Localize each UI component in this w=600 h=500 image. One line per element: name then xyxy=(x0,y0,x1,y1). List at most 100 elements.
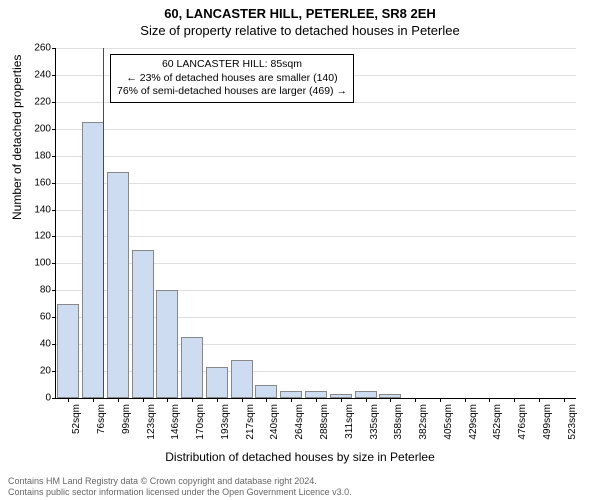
ytick-mark xyxy=(52,263,56,264)
title-address: 60, LANCASTER HILL, PETERLEE, SR8 2EH xyxy=(0,0,600,21)
xtick-label: 264sqm xyxy=(294,404,305,440)
xtick-label: 217sqm xyxy=(245,404,256,440)
ytick-mark xyxy=(52,210,56,211)
xtick-label: 123sqm xyxy=(146,404,157,440)
ytick-label: 160 xyxy=(21,177,51,188)
ytick-mark xyxy=(52,236,56,237)
histogram-bar xyxy=(231,360,253,398)
reference-line xyxy=(103,48,104,398)
ytick-label: 40 xyxy=(21,339,51,350)
xtick-label: 382sqm xyxy=(418,404,429,440)
ytick-label: 100 xyxy=(21,258,51,269)
ytick-label: 0 xyxy=(21,393,51,404)
ytick-label: 260 xyxy=(21,43,51,54)
xtick-mark xyxy=(192,398,193,402)
histogram-bar xyxy=(156,290,178,398)
xtick-label: 240sqm xyxy=(269,404,280,440)
annotation-line1: 60 LANCASTER HILL: 85sqm xyxy=(117,58,347,72)
xtick-mark xyxy=(514,398,515,402)
histogram-bar xyxy=(305,391,327,398)
annotation-box: 60 LANCASTER HILL: 85sqm ← 23% of detach… xyxy=(110,54,354,103)
ytick-mark xyxy=(52,183,56,184)
xtick-mark xyxy=(242,398,243,402)
ytick-mark xyxy=(52,48,56,49)
histogram-bar xyxy=(181,337,203,398)
gridline xyxy=(56,129,576,130)
x-axis-label: Distribution of detached houses by size … xyxy=(0,450,600,464)
ytick-label: 120 xyxy=(21,231,51,242)
xtick-label: 193sqm xyxy=(220,404,231,440)
histogram-bar xyxy=(57,304,79,398)
ytick-label: 60 xyxy=(21,312,51,323)
histogram-bar xyxy=(107,172,129,398)
footer: Contains HM Land Registry data © Crown c… xyxy=(8,476,352,498)
ytick-mark xyxy=(52,344,56,345)
ytick-mark xyxy=(52,102,56,103)
xtick-mark xyxy=(167,398,168,402)
xtick-mark xyxy=(415,398,416,402)
ytick-label: 240 xyxy=(21,69,51,80)
xtick-label: 146sqm xyxy=(170,404,181,440)
gridline xyxy=(56,48,576,49)
gridline xyxy=(56,236,576,237)
ytick-mark xyxy=(52,290,56,291)
histogram-bar xyxy=(132,250,154,398)
xtick-mark xyxy=(143,398,144,402)
xtick-label: 76sqm xyxy=(96,404,107,434)
xtick-label: 358sqm xyxy=(393,404,404,440)
xtick-label: 288sqm xyxy=(319,404,330,440)
ytick-mark xyxy=(52,129,56,130)
xtick-mark xyxy=(266,398,267,402)
footer-line1: Contains HM Land Registry data © Crown c… xyxy=(8,476,352,487)
histogram-bar xyxy=(355,391,377,398)
annotation-line2: ← 23% of detached houses are smaller (14… xyxy=(117,72,347,86)
xtick-mark xyxy=(564,398,565,402)
xtick-label: 429sqm xyxy=(468,404,479,440)
gridline xyxy=(56,183,576,184)
xtick-mark xyxy=(465,398,466,402)
xtick-mark xyxy=(291,398,292,402)
ytick-label: 200 xyxy=(21,123,51,134)
ytick-mark xyxy=(52,371,56,372)
xtick-label: 523sqm xyxy=(567,404,578,440)
gridline xyxy=(56,156,576,157)
xtick-mark xyxy=(341,398,342,402)
ytick-label: 220 xyxy=(21,96,51,107)
xtick-label: 99sqm xyxy=(121,404,132,434)
xtick-label: 52sqm xyxy=(71,404,82,434)
xtick-label: 335sqm xyxy=(369,404,380,440)
chart-area: 60 LANCASTER HILL: 85sqm ← 23% of detach… xyxy=(55,48,575,398)
xtick-label: 452sqm xyxy=(492,404,503,440)
ytick-mark xyxy=(52,317,56,318)
histogram-bar xyxy=(206,367,228,398)
xtick-label: 499sqm xyxy=(542,404,553,440)
ytick-label: 80 xyxy=(21,285,51,296)
xtick-label: 311sqm xyxy=(344,404,355,439)
xtick-mark xyxy=(489,398,490,402)
histogram-bar xyxy=(280,391,302,398)
xtick-mark xyxy=(118,398,119,402)
ytick-mark xyxy=(52,398,56,399)
xtick-label: 476sqm xyxy=(517,404,528,440)
title-subtitle: Size of property relative to detached ho… xyxy=(0,21,600,38)
footer-line2: Contains public sector information licen… xyxy=(8,487,352,498)
xtick-mark xyxy=(68,398,69,402)
ytick-label: 180 xyxy=(21,150,51,161)
xtick-mark xyxy=(440,398,441,402)
xtick-mark xyxy=(366,398,367,402)
xtick-mark xyxy=(539,398,540,402)
gridline xyxy=(56,210,576,211)
histogram-bar xyxy=(82,122,104,398)
histogram-bar xyxy=(255,385,277,398)
ytick-mark xyxy=(52,156,56,157)
xtick-mark xyxy=(93,398,94,402)
xtick-label: 405sqm xyxy=(443,404,454,440)
xtick-mark xyxy=(316,398,317,402)
xtick-mark xyxy=(217,398,218,402)
xtick-label: 170sqm xyxy=(195,404,206,440)
ytick-label: 140 xyxy=(21,204,51,215)
ytick-label: 20 xyxy=(21,366,51,377)
ytick-mark xyxy=(52,75,56,76)
annotation-line3: 76% of semi-detached houses are larger (… xyxy=(117,85,347,99)
xtick-mark xyxy=(390,398,391,402)
